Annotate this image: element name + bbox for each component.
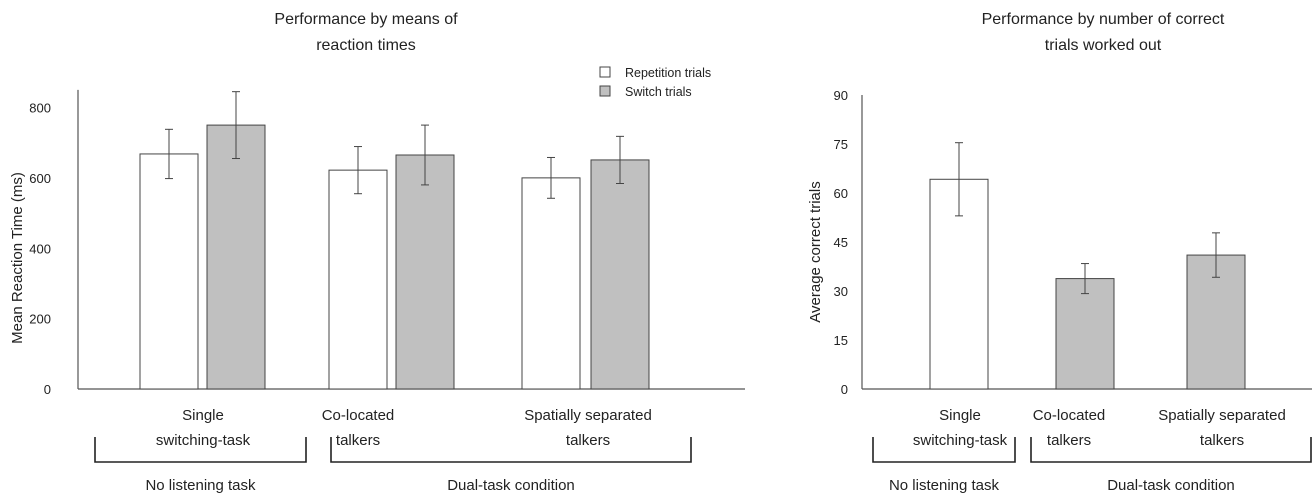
error-bar: [1081, 263, 1089, 295]
category-label-line-1: Spatially separated: [524, 407, 652, 424]
category-label-line-2: switching-task: [913, 432, 1008, 449]
group-label: No listening task: [145, 477, 256, 494]
error-bar: [1212, 232, 1220, 278]
category-label-line-1: Co-located: [1033, 407, 1106, 424]
group-label: Dual-task condition: [447, 477, 575, 494]
y-tick-label: 200: [29, 312, 51, 327]
bar-switch: [590, 159, 650, 390]
group-bracket: [94, 437, 307, 463]
y-tick-label: 400: [29, 241, 51, 256]
group-dual-task: Dual-task condition: [1030, 437, 1312, 494]
y-tick-label: 90: [834, 88, 848, 103]
error-bar-switch: [232, 91, 240, 160]
y-tick-label: 75: [834, 137, 848, 152]
chart-title-line-1: Performance by number of correct: [982, 11, 1225, 28]
category-label-line-2: talkers: [1047, 432, 1091, 449]
error-bar-repetition: [165, 128, 173, 180]
correct-trials-chart: Performance by number of correct trials w…: [807, 11, 1312, 494]
category-label-line-2: talkers: [1200, 432, 1244, 449]
category-label-line-2: talkers: [566, 432, 610, 449]
y-axis-label: Average correct trials: [807, 181, 824, 322]
bar-repetition: [328, 169, 388, 390]
error-bar: [955, 142, 963, 217]
group-no-listening: No listening task: [872, 437, 1016, 494]
legend-label-repetition: Repetition trials: [625, 66, 711, 80]
legend-label-switch: Switch trials: [625, 85, 692, 99]
legend: Repetition trials Switch trials: [599, 66, 711, 99]
group-label: No listening task: [889, 477, 1000, 494]
y-tick-label: 15: [834, 333, 848, 348]
chart-title-line-1: Performance by means of: [274, 11, 458, 28]
category-label-line-1: Single: [939, 407, 981, 424]
y-axis: 0 200 400 600 800: [29, 89, 79, 397]
category-label-line-1: Single: [182, 407, 224, 424]
chart-title-line-2: trials worked out: [1045, 37, 1162, 54]
y-tick-label: 45: [834, 235, 848, 250]
category-label-line-1: Co-located: [322, 407, 395, 424]
y-tick-label: 0: [841, 382, 848, 397]
y-tick-label: 600: [29, 171, 51, 186]
error-bar-switch: [616, 135, 624, 185]
y-tick-label: 60: [834, 186, 848, 201]
group-bracket: [1030, 437, 1312, 463]
group-dual-task: Dual-task condition: [330, 437, 692, 494]
group-bracket: [872, 437, 1016, 463]
bar-switch: [395, 154, 455, 390]
y-tick-label: 0: [44, 382, 51, 397]
y-axis-label: Mean Reaction Time (ms): [9, 172, 26, 344]
chart-title-line-2: reaction times: [316, 37, 416, 54]
legend-swatch-switch: [599, 85, 611, 97]
y-axis: 0 15 30 45 60 75 90: [834, 88, 863, 397]
group-label: Dual-task condition: [1107, 477, 1235, 494]
bar: [1055, 278, 1115, 390]
y-tick-label: 800: [29, 101, 51, 116]
legend-swatch-repetition: [599, 66, 611, 78]
category-label-line-2: talkers: [336, 432, 380, 449]
category-label-line-1: Spatially separated: [1158, 407, 1286, 424]
group-no-listening: No listening task: [94, 437, 307, 494]
bar-switch: [206, 124, 266, 390]
category-label-line-2: switching-task: [156, 432, 251, 449]
reaction-time-chart: Performance by means of reaction times 0 20…: [9, 11, 745, 494]
error-bar-switch: [421, 124, 429, 186]
error-bar-repetition: [354, 146, 362, 195]
y-tick-label: 30: [834, 284, 848, 299]
bar: [929, 178, 989, 390]
error-bar-repetition: [547, 156, 555, 199]
bar-repetition: [139, 153, 199, 390]
bar-repetition: [521, 177, 581, 390]
group-bracket: [330, 437, 692, 463]
